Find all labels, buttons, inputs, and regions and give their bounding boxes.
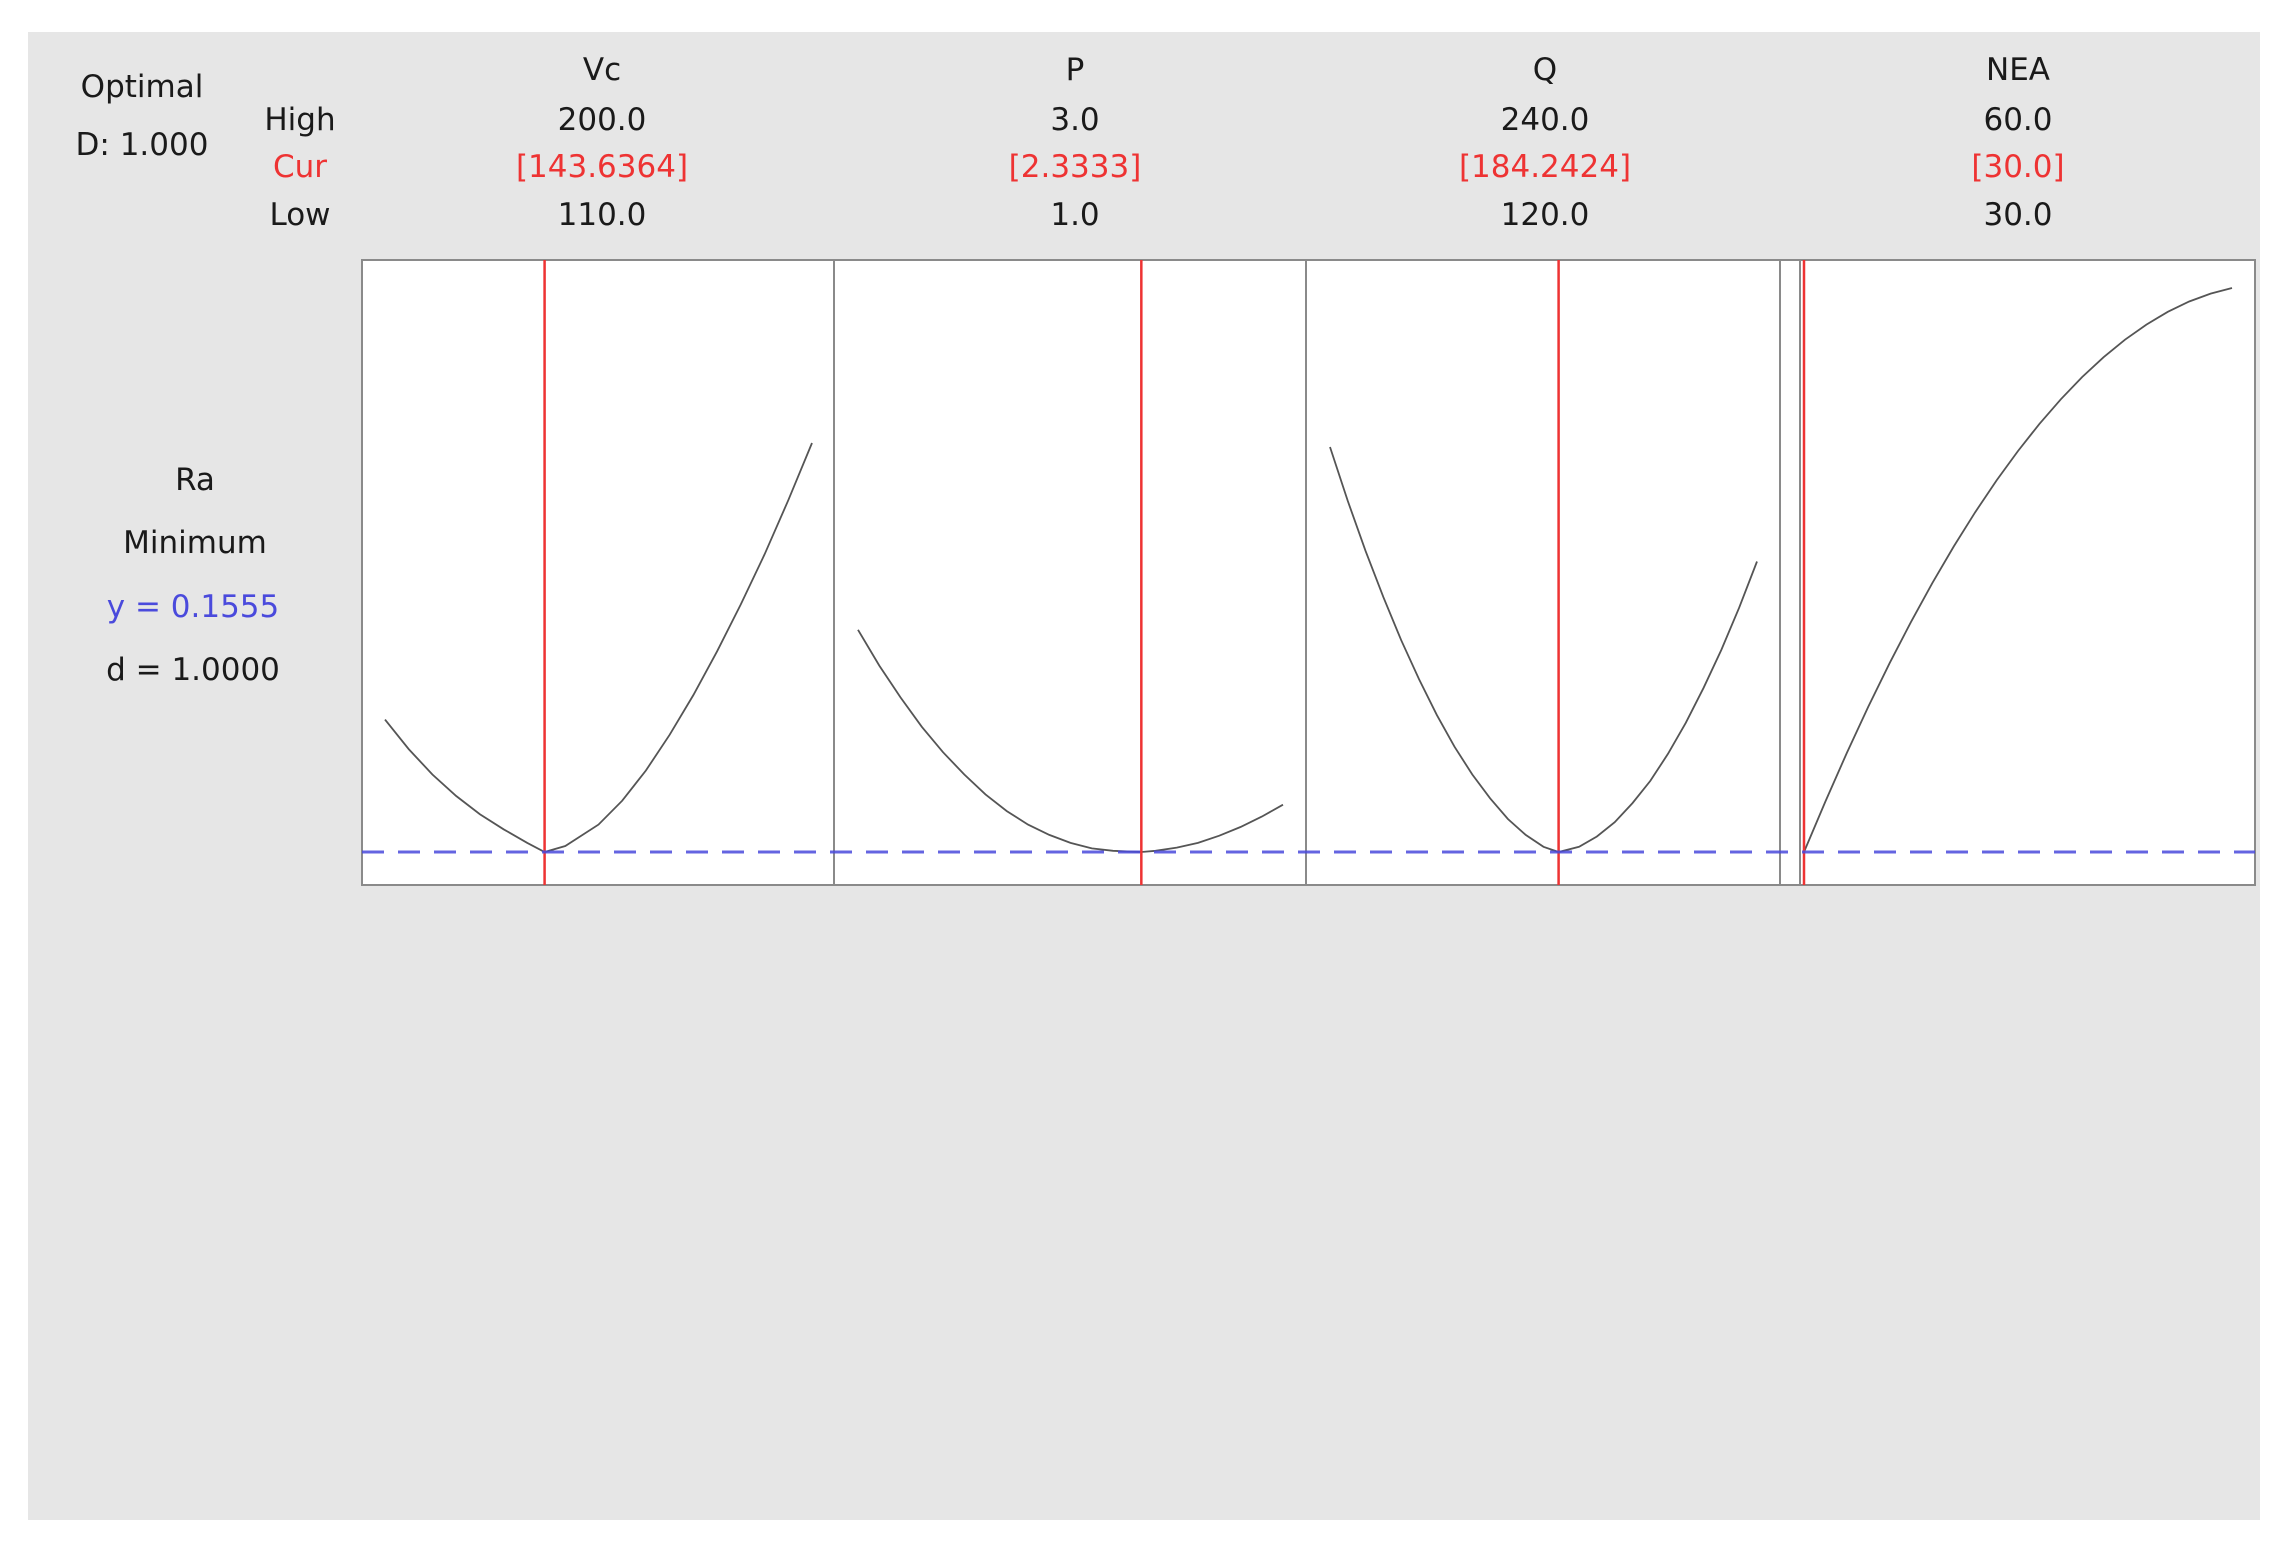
response-curve — [857, 629, 1284, 853]
composite-desirability-label: D: 1.000 — [76, 127, 209, 163]
high-row-label: High — [264, 102, 335, 138]
factor-name: NEA — [1986, 52, 2050, 88]
optimal-label: Optimal — [81, 69, 204, 105]
factor-high-value: 60.0 — [1983, 102, 2052, 138]
response-d-value: d = 1.0000 — [106, 652, 280, 688]
response-curve — [1329, 446, 1758, 853]
factor-high-value: 3.0 — [1050, 102, 1099, 138]
factor-high-value: 200.0 — [558, 102, 647, 138]
factor-low-value: 110.0 — [558, 197, 647, 233]
response-goal: Minimum — [123, 525, 267, 561]
factor-panel-nea: NEA 60.0 [30.0] 30.0 — [1779, 52, 2233, 885]
factor-current-value: [2.3333] — [1009, 149, 1142, 185]
factor-high-value: 240.0 — [1501, 102, 1590, 138]
factor-current-value: [143.6364] — [516, 149, 688, 185]
factor-panels: Vc 200.0 [143.6364] 110.0 P 3.0 [2.3333] 1.0 Q 24… — [361, 52, 2256, 886]
response-curve — [1803, 287, 2233, 853]
response-y-value: y = 0.1555 — [107, 589, 280, 625]
factor-current-value: [30.0] — [1971, 149, 2064, 185]
factor-current-value: [184.2424] — [1459, 149, 1631, 185]
factor-low-value: 30.0 — [1983, 197, 2052, 233]
factor-panel-p: P 3.0 [2.3333] 1.0 — [833, 52, 1284, 885]
factor-name: P — [1066, 52, 1085, 88]
response-curve — [384, 442, 813, 853]
factor-name: Q — [1533, 52, 1557, 88]
plot-area-frame — [361, 259, 2256, 886]
response-name: Ra — [175, 462, 215, 498]
factor-low-value: 120.0 — [1501, 197, 1590, 233]
cur-row-label: Cur — [273, 149, 327, 185]
factor-panel-vc: Vc 200.0 [143.6364] 110.0 — [384, 52, 813, 885]
factor-name: Vc — [583, 52, 621, 88]
factor-panel-q: Q 240.0 [184.2424] 120.0 — [1305, 52, 1758, 885]
low-row-label: Low — [269, 197, 330, 233]
factor-low-value: 1.0 — [1050, 197, 1099, 233]
